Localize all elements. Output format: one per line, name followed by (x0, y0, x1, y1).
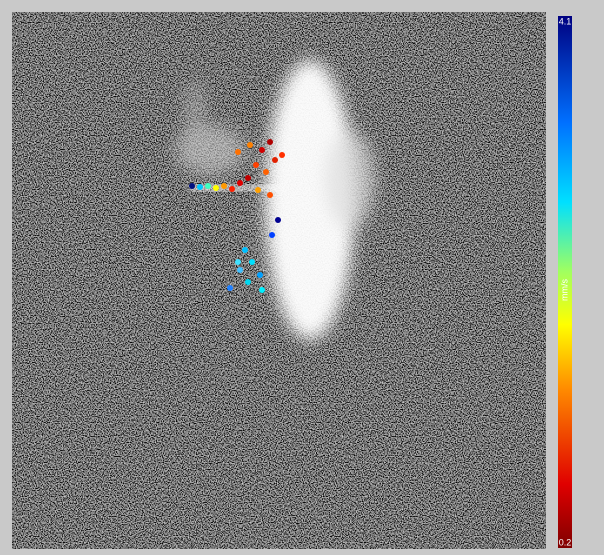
colorbar-min: 0.2 (559, 537, 572, 547)
streak (190, 185, 280, 191)
page: {"colorbar": {"max_label": 4.1, "min_lab… (0, 0, 604, 555)
body: 4.1 0.2 mm/s (() => { const data = JSON.… (0, 0, 604, 555)
figure: 4.1 0.2 mm/s (0, 0, 604, 555)
colorbar-max: 4.1 (559, 16, 572, 26)
image (12, 12, 546, 549)
colorbar-unit: mm/s (559, 279, 569, 301)
